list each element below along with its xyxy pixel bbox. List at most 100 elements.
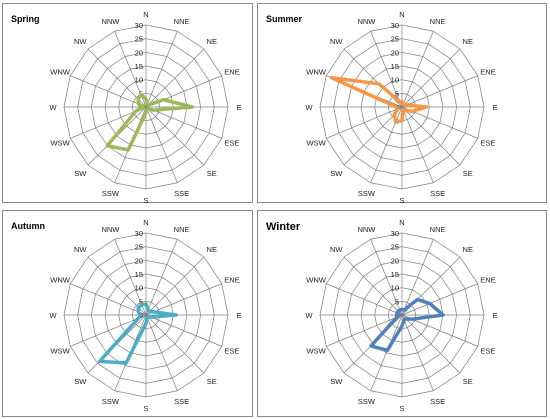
autumn-tick-label: 30 bbox=[135, 229, 143, 238]
winter-panel: Winter bbox=[257, 210, 547, 417]
spring-tick-label: 20 bbox=[135, 48, 143, 57]
summer-spoke bbox=[401, 106, 434, 183]
spring-spoke bbox=[145, 31, 178, 108]
winter-tick-label: 30 bbox=[391, 229, 399, 238]
spring-spoke bbox=[145, 106, 222, 139]
autumn-direction-label: SSW bbox=[102, 397, 120, 406]
autumn-spoke bbox=[114, 239, 147, 316]
spring-spoke bbox=[70, 75, 147, 108]
spring-direction-label: W bbox=[49, 103, 57, 112]
spring-direction-label: WNW bbox=[50, 67, 70, 76]
summer-direction-label: NNE bbox=[430, 17, 446, 26]
autumn-tick-label: 5 bbox=[139, 297, 143, 306]
spring-direction-label: WSW bbox=[50, 139, 70, 148]
winter-direction-label: E bbox=[492, 311, 497, 320]
autumn-spoke bbox=[145, 283, 222, 316]
summer-spoke bbox=[401, 31, 434, 108]
winter-spoke bbox=[401, 314, 461, 374]
summer-tick-label: 30 bbox=[391, 21, 399, 30]
winter-tick-label: 25 bbox=[391, 243, 399, 252]
summer-panel: Summer bbox=[257, 3, 547, 203]
winter-spoke bbox=[401, 314, 434, 391]
winter-direction-label: WSW bbox=[306, 347, 326, 356]
autumn-spoke bbox=[70, 283, 147, 316]
autumn-direction-label: SSE bbox=[174, 397, 189, 406]
summer-spoke bbox=[401, 106, 461, 166]
autumn-tick-label: 25 bbox=[135, 243, 143, 252]
summer-tick-label: 25 bbox=[391, 35, 399, 44]
summer-direction-label: WNW bbox=[306, 67, 326, 76]
spring-direction-label: NNE bbox=[174, 17, 190, 26]
summer-direction-label: ESE bbox=[480, 139, 495, 148]
autumn-tick-label: 20 bbox=[135, 256, 143, 265]
autumn-spoke bbox=[145, 314, 222, 347]
summer-direction-label: N bbox=[399, 10, 404, 19]
spring-direction-label: S bbox=[143, 196, 148, 205]
summer-direction-label: ENE bbox=[480, 67, 495, 76]
winter-direction-label: WNW bbox=[306, 275, 326, 284]
autumn-direction-label: ENE bbox=[224, 275, 239, 284]
summer-direction-label: NE bbox=[463, 37, 473, 46]
summer-direction-label: SW bbox=[330, 169, 343, 178]
winter-direction-label: S bbox=[399, 404, 404, 413]
autumn-radar: 051015202530NNNENEENEEESESESSESSSWSWWSWW… bbox=[49, 218, 241, 413]
summer-spoke bbox=[343, 106, 403, 166]
autumn-spoke bbox=[145, 314, 178, 391]
summer-direction-label: WSW bbox=[306, 139, 326, 148]
summer-direction-label: SSE bbox=[430, 189, 445, 198]
winter-spoke bbox=[370, 239, 403, 316]
spring-spoke bbox=[145, 106, 205, 166]
autumn-direction-label: E bbox=[236, 311, 241, 320]
summer-tick-label: 5 bbox=[395, 89, 399, 98]
autumn-spoke bbox=[87, 256, 147, 316]
spring-direction-label: NNW bbox=[101, 17, 120, 26]
winter-direction-label: ENE bbox=[480, 275, 495, 284]
autumn-direction-label: WSW bbox=[50, 347, 70, 356]
autumn-direction-label: WNW bbox=[50, 275, 70, 284]
spring-direction-label: SSW bbox=[102, 189, 120, 198]
autumn-spoke bbox=[70, 314, 147, 347]
autumn-direction-label: S bbox=[143, 404, 148, 413]
autumn-spoke bbox=[145, 256, 205, 316]
spring-tick-label: 15 bbox=[135, 62, 143, 71]
winter-tick-label: 5 bbox=[395, 297, 399, 306]
winter-direction-label: SE bbox=[463, 377, 473, 386]
autumn-direction-label: NNE bbox=[174, 225, 190, 234]
winter-spoke bbox=[401, 283, 478, 316]
summer-spoke bbox=[401, 48, 461, 108]
summer-direction-label: NNW bbox=[357, 17, 376, 26]
winter-direction-label: NE bbox=[463, 245, 473, 254]
winter-tick-label: 10 bbox=[391, 284, 399, 293]
summer-tick-label: 10 bbox=[391, 76, 399, 85]
summer-tick-label: 15 bbox=[391, 62, 399, 71]
winter-tick-label: 15 bbox=[391, 270, 399, 279]
winter-spoke bbox=[326, 283, 403, 316]
winter-tick-label: 20 bbox=[391, 256, 399, 265]
winter-direction-label: NW bbox=[330, 245, 343, 254]
summer-direction-label: SE bbox=[463, 169, 473, 178]
winter-direction-label: SSE bbox=[430, 397, 445, 406]
spring-tick-label: 30 bbox=[135, 21, 143, 30]
autumn-direction-label: SE bbox=[207, 377, 217, 386]
autumn-panel: Autumn bbox=[2, 210, 253, 417]
winter-direction-label: SW bbox=[330, 377, 343, 386]
spring-direction-label: ENE bbox=[224, 67, 239, 76]
spring-direction-label: SSE bbox=[174, 189, 189, 198]
autumn-direction-label: NNW bbox=[101, 225, 120, 234]
winter-spoke bbox=[343, 256, 403, 316]
winter-title: Winter bbox=[266, 221, 301, 233]
summer-direction-label: SSW bbox=[358, 189, 376, 198]
spring-direction-label: E bbox=[236, 103, 241, 112]
winter-direction-label: N bbox=[399, 218, 404, 227]
autumn-title: Autumn bbox=[11, 221, 45, 231]
autumn-tick-label: 10 bbox=[135, 284, 143, 293]
spring-direction-label: ESE bbox=[224, 139, 239, 148]
autumn-spoke bbox=[145, 314, 205, 374]
winter-spoke bbox=[401, 239, 434, 316]
spring-series-line bbox=[105, 92, 195, 152]
autumn-spoke bbox=[145, 239, 178, 316]
spring-spoke bbox=[145, 106, 178, 183]
summer-spoke bbox=[370, 31, 403, 108]
winter-spoke bbox=[326, 314, 403, 347]
summer-radar: 051015202530NNNENEENEEESESESSESSSWSWWSWW… bbox=[305, 10, 497, 205]
